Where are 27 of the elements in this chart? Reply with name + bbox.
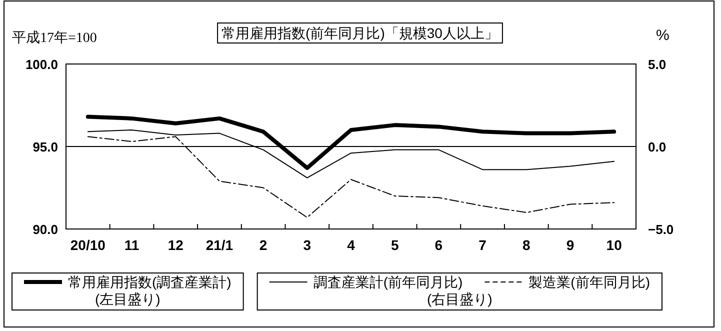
x-tick-label: 7 [478, 237, 487, 253]
y2-tick-label: −5.0 [648, 222, 674, 237]
y-axis-title: 平成17年=100 [12, 30, 97, 46]
x-tick-label: 8 [522, 237, 530, 253]
x-tick-label: 21/1 [206, 237, 234, 253]
legend-label: 常用雇用指数(調査産業計) [68, 274, 232, 290]
x-tick-label: 11 [124, 237, 140, 253]
legend-label: 調査産業計(前年同月比) [313, 274, 463, 290]
legend-label: 製造業(前年同月比) [528, 274, 650, 290]
text: (右目盛り) [426, 291, 492, 307]
y-tick-label: 95.0 [32, 140, 58, 154]
y-tick-label: 90.0 [32, 222, 58, 237]
x-tick-label: 12 [168, 237, 184, 253]
x-tick-label: 5 [390, 237, 399, 253]
x-tick-label: 6 [434, 237, 443, 253]
chart-title: 常用雇用指数(前年同月比)「規模30人以上」 [222, 25, 498, 41]
x-tick-label: 4 [347, 237, 356, 253]
y-tick-label: 100.0 [25, 57, 58, 72]
x-tick-label: 9 [566, 237, 574, 253]
text: (左目盛り) [95, 291, 160, 307]
x-tick-label: 20/10 [70, 237, 106, 253]
x-tick-label: 3 [303, 237, 312, 253]
x-tick-label: 2 [259, 237, 268, 253]
y2-axis-title: % [656, 27, 670, 44]
x-tick-label: 10 [606, 237, 622, 253]
y2-tick-label: 5.0 [648, 57, 666, 72]
y2-tick-label: 0.0 [648, 140, 666, 154]
